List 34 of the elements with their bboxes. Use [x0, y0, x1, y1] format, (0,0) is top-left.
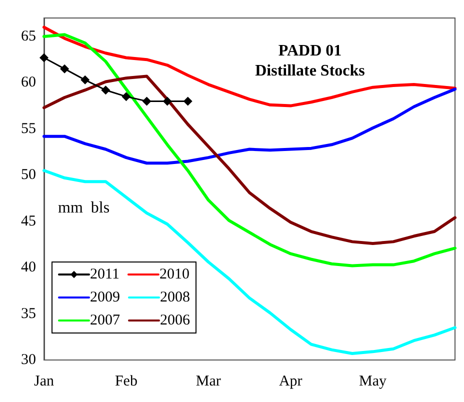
point	[40, 53, 48, 62]
y-tick-label: 40	[21, 260, 36, 276]
x-tick-label: Apr	[278, 374, 302, 390]
legend-label: 2009	[90, 290, 120, 306]
legend-label: 2008	[160, 290, 190, 306]
line-series	[42, 169, 456, 356]
point	[60, 64, 70, 74]
line-series	[42, 74, 456, 246]
point	[183, 96, 192, 106]
y-tick-label: 30	[21, 352, 36, 368]
x-tick-label: Feb	[114, 374, 138, 390]
y-tick-label: 50	[21, 167, 36, 184]
legend-label: 2010	[159, 266, 190, 282]
y-tick-label: 55	[21, 120, 36, 137]
legend-label: 2011	[90, 266, 120, 282]
point	[80, 75, 90, 84]
y-tick-label: 45	[21, 213, 36, 230]
y-tick-label: 65	[21, 28, 36, 44]
y-tick-label: 35	[21, 306, 36, 322]
text: PADD 01 Distillate Stocks	[255, 42, 365, 80]
point	[142, 96, 152, 106]
point	[162, 96, 172, 106]
point	[122, 92, 131, 102]
legend-label: 2007	[90, 312, 120, 328]
line-series	[42, 33, 456, 268]
legend-label: 2006	[160, 312, 190, 328]
y-tick-label: 60	[21, 74, 36, 91]
x-tick-label: Mar	[196, 374, 221, 390]
line-series	[42, 26, 456, 108]
line-series	[42, 88, 456, 165]
annotation: mm bls	[58, 200, 110, 216]
x-tick-label: May	[359, 374, 388, 390]
x-tick-label: Jan	[34, 374, 54, 390]
point	[101, 86, 110, 95]
